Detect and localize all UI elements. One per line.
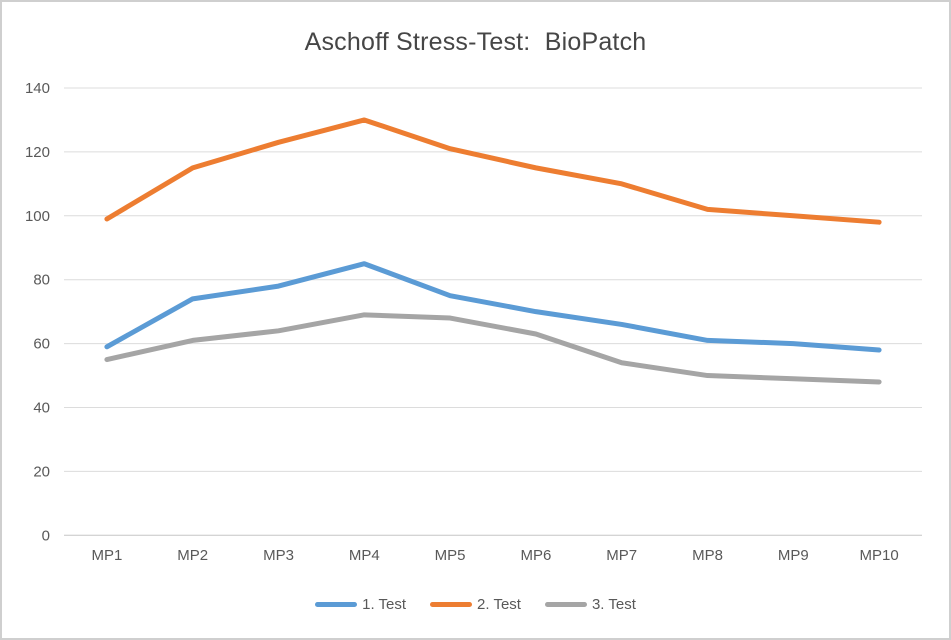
legend-item: 1. Test bbox=[315, 594, 406, 614]
y-tick-label: 20 bbox=[33, 463, 50, 480]
series-line-2-test bbox=[104, 117, 882, 225]
y-tick-label: 80 bbox=[33, 272, 50, 289]
legend-item: 3. Test bbox=[544, 594, 636, 614]
x-tick-label: MP5 bbox=[435, 547, 466, 564]
x-tick-label: MP1 bbox=[91, 547, 122, 564]
y-tick-label: 100 bbox=[25, 208, 50, 225]
legend-label: 2. Test bbox=[477, 595, 521, 613]
legend-line-swatch bbox=[315, 601, 358, 607]
y-tick-label: 120 bbox=[25, 144, 50, 161]
legend-line-swatch bbox=[544, 601, 587, 607]
x-tick-label: MP6 bbox=[520, 547, 551, 564]
x-tick-label: MP7 bbox=[606, 547, 637, 564]
chart-legend: 1. Test 2. Test 3. Test bbox=[2, 594, 949, 614]
legend-label: 3. Test bbox=[591, 595, 636, 613]
legend-item: 2. Test bbox=[430, 594, 521, 614]
x-tick-label: MP4 bbox=[349, 547, 380, 564]
x-tick-label: MP10 bbox=[860, 547, 899, 564]
legend-label: 1. Test bbox=[362, 595, 407, 613]
x-tick-label: MP9 bbox=[778, 547, 809, 564]
y-tick-label: 140 bbox=[25, 80, 50, 97]
y-tick-label: 40 bbox=[33, 400, 50, 417]
series-line-3-test bbox=[104, 312, 882, 385]
legend-line-swatch bbox=[430, 601, 473, 607]
series-line-1-test bbox=[104, 261, 882, 353]
chart-title: Aschoff Stress-Test: BioPatch bbox=[304, 28, 647, 56]
x-tick-label: MP8 bbox=[692, 547, 723, 564]
x-tick-label: MP3 bbox=[263, 547, 294, 564]
y-tick-label: 0 bbox=[42, 527, 50, 544]
y-tick-label: 60 bbox=[33, 336, 50, 353]
x-tick-label: MP2 bbox=[177, 547, 208, 564]
